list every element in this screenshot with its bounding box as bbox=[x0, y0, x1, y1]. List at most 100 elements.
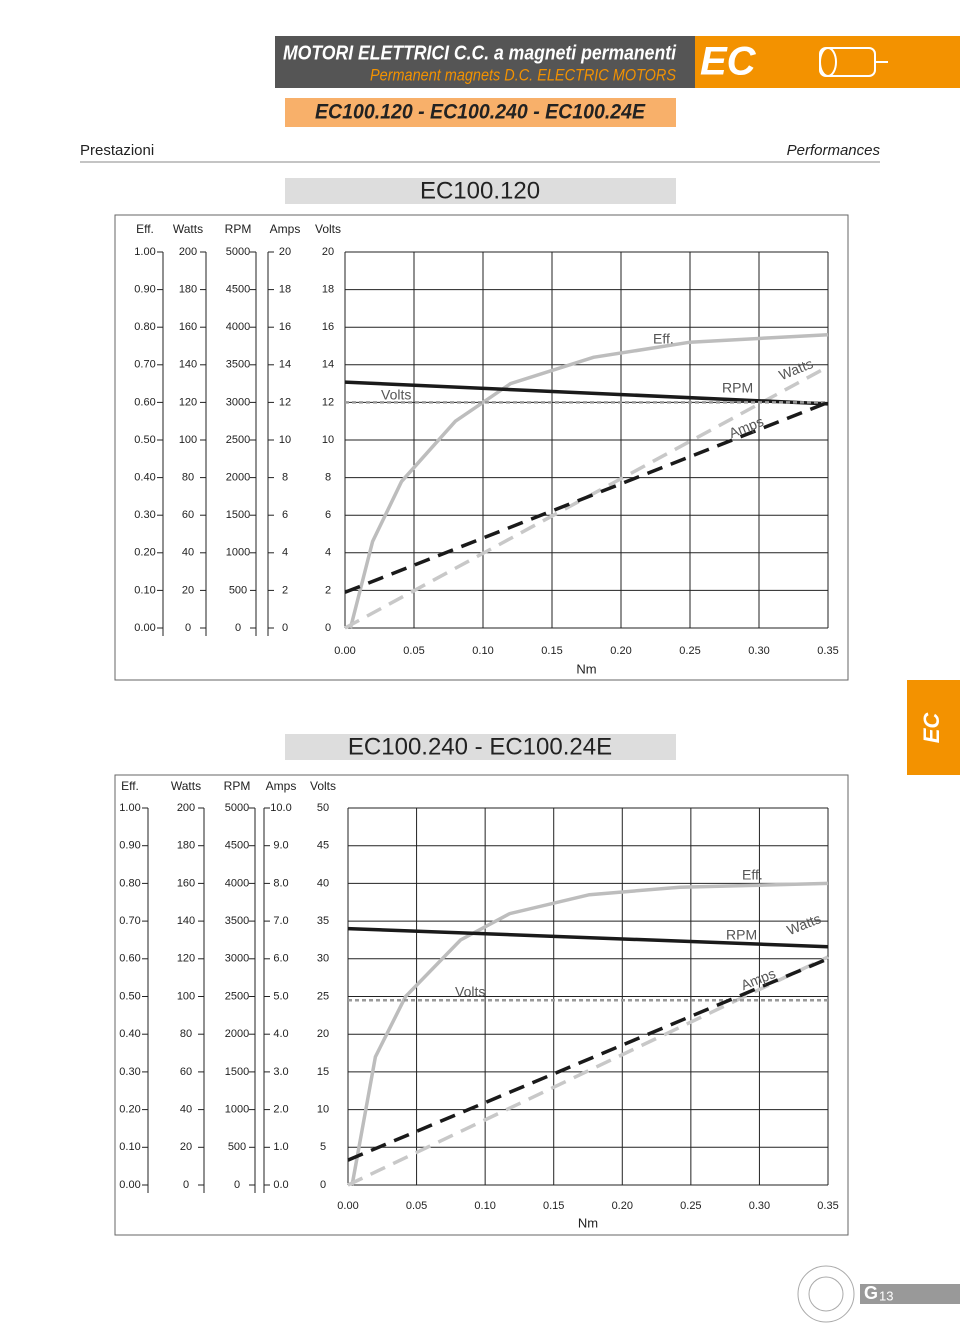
header-badge: EC bbox=[700, 40, 757, 84]
chart-title: EC100.240 - EC100.24E bbox=[348, 733, 612, 760]
y-tick-label: 0.10 bbox=[134, 584, 155, 596]
y-tick-label: 160 bbox=[179, 321, 197, 333]
axis-name: Amps bbox=[266, 779, 297, 793]
y-tick-label: 180 bbox=[177, 840, 195, 852]
y-tick-label: 10.0 bbox=[270, 802, 291, 814]
x-tick-label: 0.35 bbox=[817, 1200, 838, 1212]
curve-label: Amps bbox=[727, 413, 766, 441]
curve-label: RPM bbox=[726, 927, 757, 943]
x-axis-label: Nm bbox=[576, 661, 596, 676]
y-tick-label: 0.50 bbox=[134, 434, 155, 446]
y-tick-label: 0 bbox=[325, 622, 331, 634]
y-tick-label: 18 bbox=[279, 284, 291, 296]
y-tick-label: 20 bbox=[317, 1028, 329, 1040]
y-tick-label: 2500 bbox=[225, 990, 249, 1002]
x-tick-label: 0.05 bbox=[403, 645, 424, 657]
y-tick-label: 0.90 bbox=[134, 284, 155, 296]
y-tick-label: 0.20 bbox=[119, 1104, 140, 1116]
chart-title-box bbox=[285, 734, 676, 760]
y-tick-label: 14 bbox=[279, 359, 291, 371]
y-tick-label: 30 bbox=[317, 953, 329, 965]
curve-label: Volts bbox=[381, 387, 411, 403]
y-tick-label: 1000 bbox=[226, 547, 250, 559]
curve-label: Watts bbox=[777, 355, 816, 383]
y-tick-label: 60 bbox=[182, 509, 194, 521]
y-tick-label: 0 bbox=[235, 622, 241, 634]
y-tick-label: 0.70 bbox=[134, 359, 155, 371]
y-tick-label: 40 bbox=[182, 547, 194, 559]
y-tick-label: 7.0 bbox=[273, 915, 288, 927]
y-tick-label: 2 bbox=[282, 584, 288, 596]
y-tick-label: 8 bbox=[325, 472, 331, 484]
header-badge-bar bbox=[695, 36, 960, 88]
y-tick-label: 1.00 bbox=[134, 246, 155, 258]
y-tick-label: 35 bbox=[317, 915, 329, 927]
y-tick-label: 2.0 bbox=[273, 1104, 288, 1116]
y-tick-label: 2 bbox=[325, 584, 331, 596]
axis-name: Eff. bbox=[121, 779, 139, 793]
x-tick-label: 0.20 bbox=[610, 645, 631, 657]
footer-bar bbox=[860, 1284, 960, 1304]
chart-title-box bbox=[285, 178, 676, 204]
y-tick-label: 80 bbox=[180, 1028, 192, 1040]
x-tick-label: 0.35 bbox=[817, 645, 838, 657]
logo bbox=[797, 1265, 855, 1323]
y-tick-label: 0.00 bbox=[134, 622, 155, 634]
x-tick-label: 0.25 bbox=[680, 1200, 701, 1212]
y-tick-label: 0.20 bbox=[134, 547, 155, 559]
y-tick-label: 5 bbox=[320, 1141, 326, 1153]
curve-label: Eff. bbox=[653, 331, 674, 347]
y-tick-label: 0.10 bbox=[119, 1141, 140, 1153]
y-tick-label: 6 bbox=[282, 509, 288, 521]
y-tick-label: 1000 bbox=[225, 1104, 249, 1116]
axis-name: Volts bbox=[315, 222, 341, 236]
axis-name: Watts bbox=[171, 779, 201, 793]
y-tick-label: 12 bbox=[322, 396, 334, 408]
y-tick-label: 4 bbox=[282, 547, 288, 559]
y-tick-label: 160 bbox=[177, 877, 195, 889]
y-tick-label: 15 bbox=[317, 1066, 329, 1078]
x-tick-label: 0.10 bbox=[474, 1200, 495, 1212]
x-axis-label: Nm bbox=[578, 1215, 598, 1230]
y-tick-label: 80 bbox=[182, 472, 194, 484]
y-tick-label: 6.0 bbox=[273, 953, 288, 965]
footer-page: 13 bbox=[879, 1288, 893, 1303]
y-tick-label: 60 bbox=[180, 1066, 192, 1078]
y-tick-label: 10 bbox=[317, 1104, 329, 1116]
y-tick-label: 0 bbox=[183, 1179, 189, 1191]
models-title: EC100.120 - EC100.240 - EC100.24E bbox=[315, 101, 646, 124]
y-tick-label: 6 bbox=[325, 509, 331, 521]
y-tick-label: 0.40 bbox=[134, 472, 155, 484]
side-tab-label: EC bbox=[919, 712, 944, 744]
y-tick-label: 2000 bbox=[226, 472, 250, 484]
y-tick-label: 9.0 bbox=[273, 840, 288, 852]
y-tick-label: 0.0 bbox=[273, 1179, 288, 1191]
y-tick-label: 0.80 bbox=[134, 321, 155, 333]
y-tick-label: 4 bbox=[325, 547, 331, 559]
y-tick-label: 4000 bbox=[226, 321, 250, 333]
y-tick-label: 16 bbox=[322, 321, 334, 333]
y-tick-label: 3000 bbox=[225, 953, 249, 965]
x-tick-label: 0.20 bbox=[612, 1200, 633, 1212]
y-tick-label: 1500 bbox=[225, 1066, 249, 1078]
y-tick-label: 25 bbox=[317, 990, 329, 1002]
y-tick-label: 45 bbox=[317, 840, 329, 852]
chart-frame bbox=[114, 214, 849, 681]
y-tick-label: 1500 bbox=[226, 509, 250, 521]
axis-name: Volts bbox=[310, 779, 336, 793]
y-tick-label: 2000 bbox=[225, 1028, 249, 1040]
y-tick-label: 20 bbox=[279, 246, 291, 258]
side-tab bbox=[907, 680, 960, 775]
y-tick-label: 120 bbox=[177, 953, 195, 965]
header-title: MOTORI ELETTRICI C.C. a magneti permanen… bbox=[283, 42, 676, 64]
y-tick-label: 0.80 bbox=[119, 877, 140, 889]
y-tick-label: 0 bbox=[185, 622, 191, 634]
y-tick-label: 4500 bbox=[226, 284, 250, 296]
curve-label: Watts bbox=[785, 910, 824, 938]
y-tick-label: 14 bbox=[322, 359, 334, 371]
section-right: Performances bbox=[787, 142, 881, 159]
y-tick-label: 0.30 bbox=[134, 509, 155, 521]
models-banner bbox=[285, 98, 676, 127]
y-tick-label: 4000 bbox=[225, 877, 249, 889]
y-tick-label: 0 bbox=[320, 1179, 326, 1191]
